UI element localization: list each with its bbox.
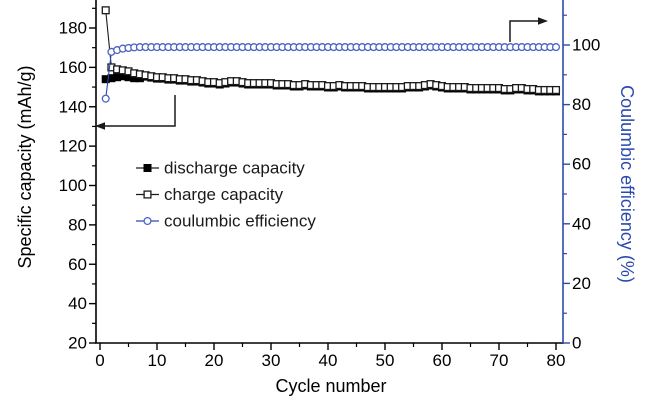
left-tick-label: 160 [59,58,87,77]
right-tick-label: 100 [572,36,600,55]
right-tick-label: 60 [572,155,591,174]
right-axis-title: Coulumbic efficiency (%) [617,85,637,283]
left-tick-label: 60 [68,255,87,274]
right-tick-label: 20 [572,274,591,293]
x-tick-label: 20 [205,351,224,370]
x-axis-title: Cycle number [275,376,386,396]
legend-label: discharge capacity [164,159,305,178]
x-axis: 0 10 20 30 40 50 60 70 80 Cycle number [95,342,566,396]
x-tick-label: 70 [490,351,509,370]
left-tick-label: 40 [68,294,87,313]
legend-label: charge capacity [164,185,284,204]
x-tick-label: 80 [547,351,566,370]
left-axis-title: Specific capacity (mAh/g) [15,65,35,268]
series-charge-capacity [101,6,561,95]
left-tick-label: 140 [59,97,87,116]
legend-label: coulumbic efficiency [164,212,316,231]
left-tick-label: 180 [59,19,87,38]
x-tick-label: 40 [319,351,338,370]
x-tick-label: 10 [148,351,167,370]
left-tick-label: 20 [68,334,87,353]
left-axis: 20 40 60 80 100 120 140 160 180 Specific capacity… [15,0,97,353]
left-tick-label: 100 [59,176,87,195]
right-tick-label: 80 [572,95,591,114]
left-axis-arrow [95,95,176,130]
x-tick-label: 0 [95,351,104,370]
right-tick-label: 40 [572,214,591,233]
x-tick-label: 50 [376,351,395,370]
right-tick-label: 0 [572,334,581,353]
right-axis-arrow [509,17,548,42]
x-tick-label: 30 [262,351,281,370]
x-tick-label: 60 [433,351,452,370]
left-tick-label: 120 [59,137,87,156]
left-tick-label: 80 [68,215,87,234]
series-coulumbic-efficiency [101,43,561,103]
legend: discharge capacity charge capacity coulumb… [136,159,316,231]
right-axis: 0 20 40 60 80 100 Coulumbic efficiency (%) [562,0,637,353]
